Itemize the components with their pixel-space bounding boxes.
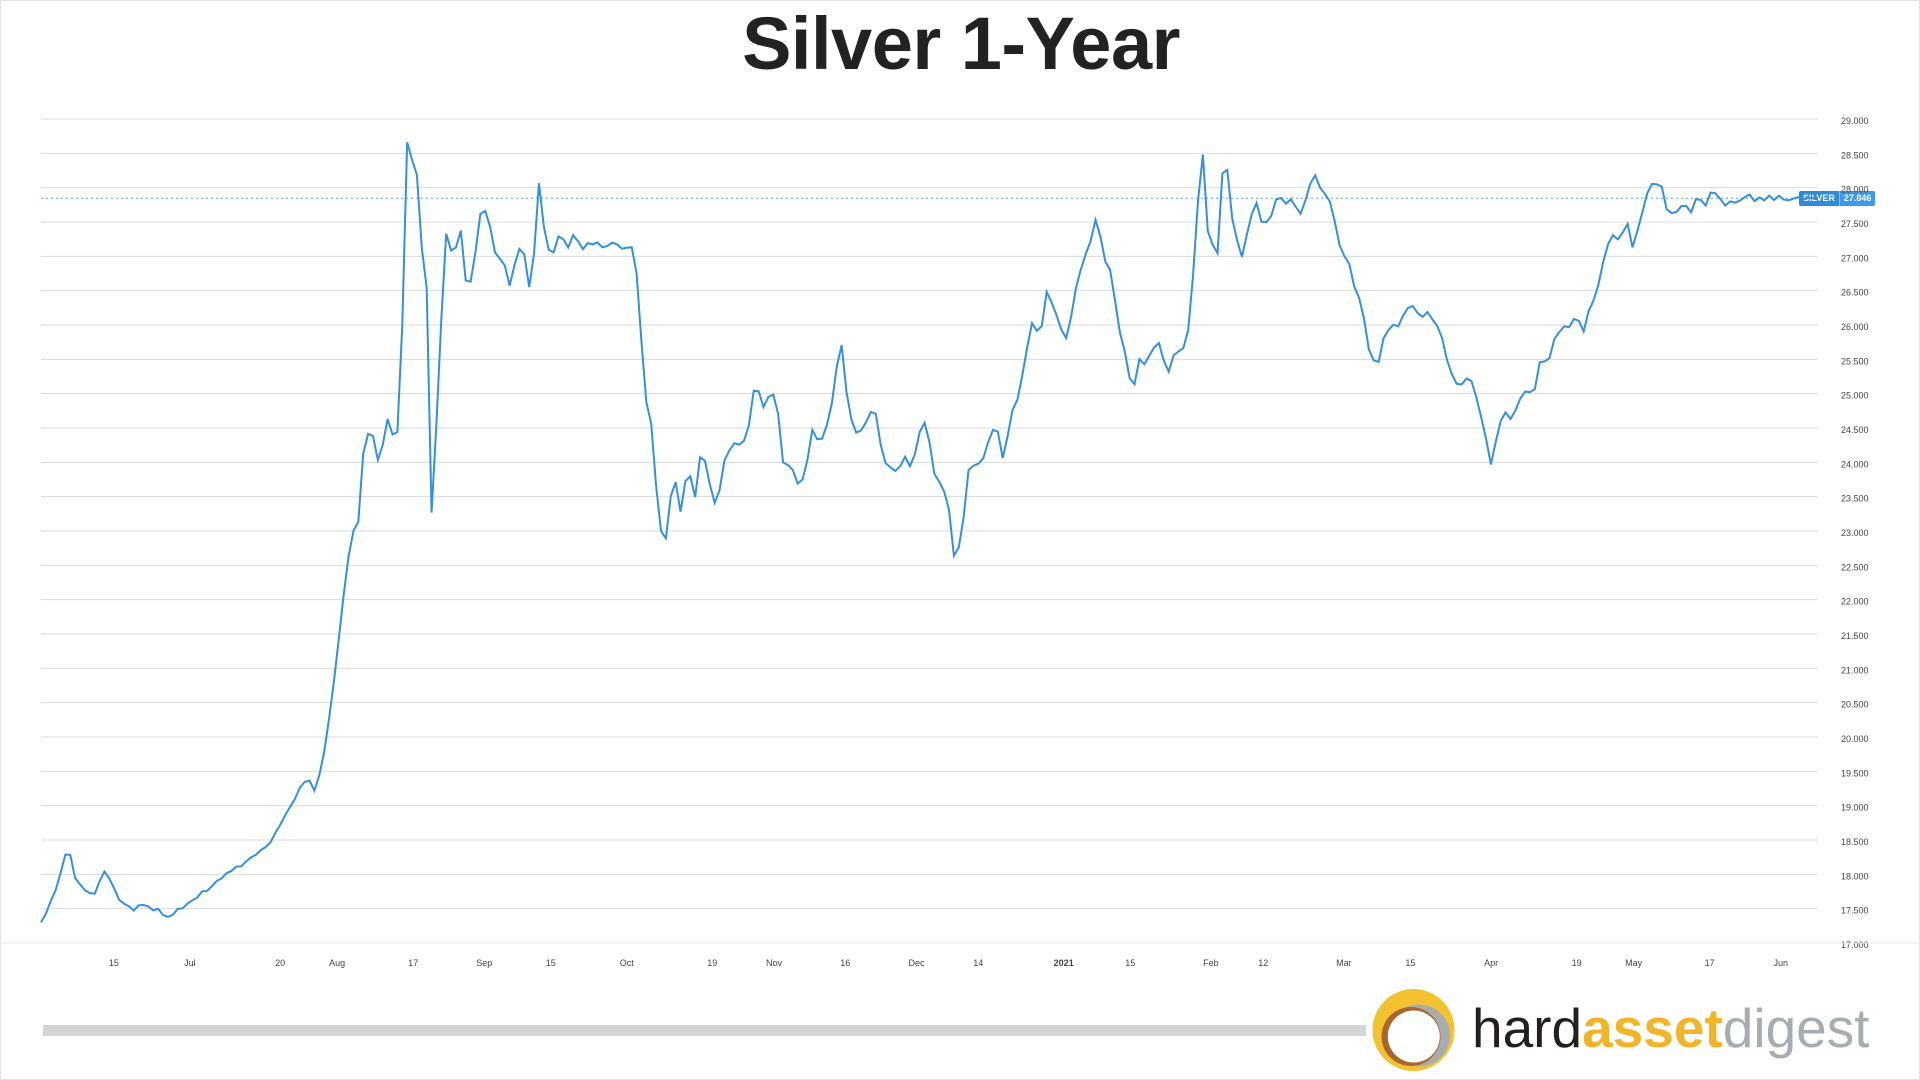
svg-text:17.500: 17.500 <box>1841 906 1869 916</box>
svg-text:27.500: 27.500 <box>1841 219 1869 229</box>
svg-text:21.000: 21.000 <box>1841 665 1869 675</box>
svg-text:15: 15 <box>1125 958 1135 968</box>
svg-text:27.000: 27.000 <box>1841 253 1869 263</box>
svg-text:18.500: 18.500 <box>1841 837 1869 847</box>
svg-text:25.500: 25.500 <box>1841 356 1869 366</box>
svg-text:25.000: 25.000 <box>1841 391 1869 401</box>
svg-text:26.500: 26.500 <box>1841 288 1869 298</box>
svg-text:20.000: 20.000 <box>1841 734 1869 744</box>
svg-text:20: 20 <box>275 958 285 968</box>
svg-text:Aug: Aug <box>329 958 345 968</box>
svg-text:Jun: Jun <box>1774 958 1789 968</box>
svg-text:Apr: Apr <box>1484 958 1498 968</box>
svg-text:23.000: 23.000 <box>1841 528 1869 538</box>
svg-text:19.500: 19.500 <box>1841 768 1869 778</box>
svg-text:26.000: 26.000 <box>1841 322 1869 332</box>
svg-text:Nov: Nov <box>766 958 783 968</box>
svg-text:15: 15 <box>546 958 556 968</box>
svg-text:24.500: 24.500 <box>1841 425 1869 435</box>
svg-text:19: 19 <box>707 958 717 968</box>
svg-text:Sep: Sep <box>476 958 492 968</box>
svg-text:15: 15 <box>109 958 119 968</box>
svg-text:Feb: Feb <box>1203 958 1219 968</box>
svg-text:2021: 2021 <box>1054 958 1074 968</box>
svg-text:12: 12 <box>1258 958 1268 968</box>
svg-text:24.000: 24.000 <box>1841 459 1869 469</box>
svg-text:Mar: Mar <box>1336 958 1352 968</box>
svg-text:21.500: 21.500 <box>1841 631 1869 641</box>
svg-text:May: May <box>1625 958 1643 968</box>
svg-text:23.500: 23.500 <box>1841 494 1869 504</box>
svg-text:17: 17 <box>408 958 418 968</box>
svg-text:20.500: 20.500 <box>1841 700 1869 710</box>
svg-text:22.000: 22.000 <box>1841 597 1869 607</box>
svg-text:16: 16 <box>840 958 850 968</box>
svg-text:28.000: 28.000 <box>1841 185 1869 195</box>
svg-text:28.500: 28.500 <box>1841 150 1869 160</box>
svg-text:Dec: Dec <box>908 958 925 968</box>
svg-text:19: 19 <box>1572 958 1582 968</box>
svg-text:17.000: 17.000 <box>1841 940 1869 950</box>
svg-text:29.000: 29.000 <box>1841 116 1869 126</box>
svg-text:hardassetdigest: hardassetdigest <box>1472 997 1870 1059</box>
svg-text:22.500: 22.500 <box>1841 562 1869 572</box>
svg-text:19.000: 19.000 <box>1841 803 1869 813</box>
svg-text:Jul: Jul <box>184 958 196 968</box>
svg-text:17: 17 <box>1705 958 1715 968</box>
svg-text:14: 14 <box>973 958 983 968</box>
svg-text:Oct: Oct <box>620 958 635 968</box>
svg-text:15: 15 <box>1405 958 1415 968</box>
svg-text:18.000: 18.000 <box>1841 871 1869 881</box>
